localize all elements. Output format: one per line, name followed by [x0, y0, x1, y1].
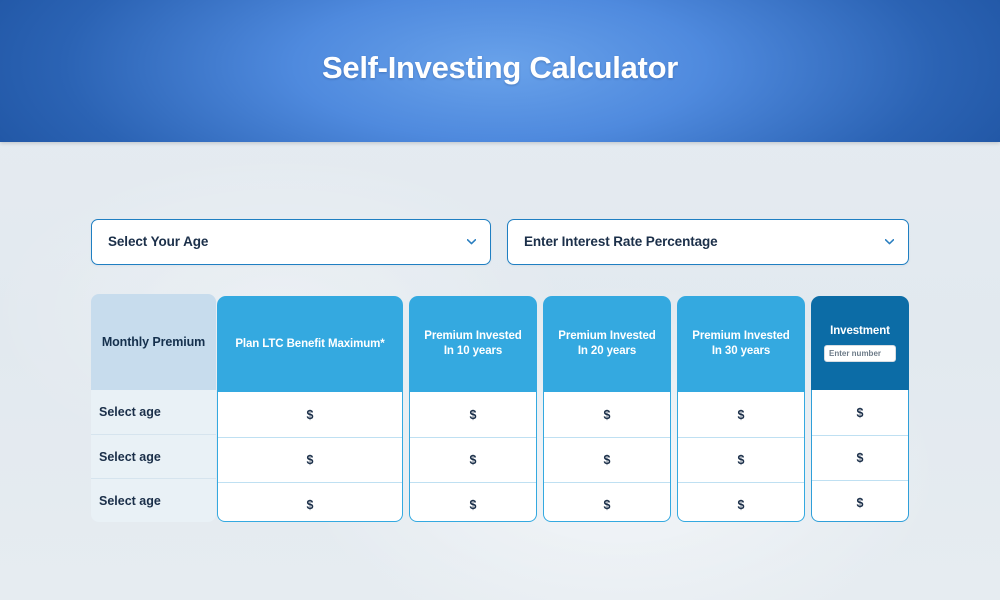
table-cell: $: [218, 437, 402, 482]
header-line-2: In 30 years: [711, 345, 771, 357]
column-body-premium-invested-30-years: $ $ $: [677, 392, 805, 522]
header-line-1: Premium Invested: [692, 330, 790, 342]
controls-row: Select Your Age Enter Interest Rate Perc…: [91, 219, 909, 265]
table-cell: $: [812, 435, 908, 480]
header-banner: Self-Investing Calculator: [0, 0, 1000, 142]
table-cell: $: [544, 437, 670, 482]
column-premium-invested-30-years: Premium Invested In 30 years $ $ $: [677, 294, 805, 522]
table-row[interactable]: Select age: [91, 478, 216, 522]
table-cell: $: [856, 405, 864, 420]
table-cell: $: [544, 482, 670, 521]
interest-rate-select[interactable]: Enter Interest Rate Percentage: [507, 219, 909, 265]
table-cell: $: [306, 407, 314, 422]
table-cell: $: [469, 407, 477, 422]
table-cell: $: [410, 482, 536, 521]
column-premium-invested-10-years: Premium Invested In 10 years $ $ $: [409, 294, 537, 522]
column-plan-ltc-benefit-maximum: Plan LTC Benefit Maximum* $ $ $: [217, 294, 403, 522]
column-body-plan-ltc-benefit-maximum: $ $ $: [217, 392, 403, 522]
chevron-down-icon[interactable]: [467, 239, 476, 245]
header-line-2: In 10 years: [443, 345, 503, 357]
column-body-premium-invested-10-years: $ $ $: [409, 392, 537, 522]
column-header-premium-invested-30-years: Premium Invested In 30 years: [677, 296, 805, 392]
page-title: Self-Investing Calculator: [322, 50, 678, 85]
results-table: Monthly Premium Select age Select age Se…: [91, 294, 909, 522]
table-cell: $: [603, 407, 611, 422]
table-cell: $: [678, 482, 804, 521]
column-body-monthly-premium: Select age Select age Select age: [91, 390, 216, 522]
age-select[interactable]: Select Your Age: [91, 219, 491, 265]
chevron-down-icon[interactable]: [885, 239, 894, 245]
table-cell: $: [218, 482, 402, 521]
column-body-premium-invested-20-years: $ $ $: [543, 392, 671, 522]
column-premium-invested-20-years: Premium Invested In 20 years $ $ $: [543, 294, 671, 522]
column-monthly-premium: Monthly Premium Select age Select age Se…: [91, 294, 216, 522]
column-body-investment: $ $ $: [811, 390, 909, 522]
column-header-premium-invested-20-years: Premium Invested In 20 years: [543, 296, 671, 392]
table-cell: $: [812, 480, 908, 521]
column-header-premium-invested-10-years: Premium Invested In 10 years: [409, 296, 537, 392]
investment-input[interactable]: [824, 345, 896, 362]
table-cell: $: [678, 437, 804, 482]
table-row[interactable]: Select age: [91, 434, 216, 478]
column-investment: Investment $ $ $: [811, 294, 909, 522]
table-row[interactable]: Select age: [99, 405, 161, 419]
column-header-monthly-premium: Monthly Premium: [91, 294, 216, 390]
header-line-1: Premium Invested: [424, 330, 522, 342]
column-header-plan-ltc-benefit-maximum: Plan LTC Benefit Maximum*: [217, 296, 403, 392]
age-select-label: Select Your Age: [108, 234, 209, 249]
table-cell: $: [410, 437, 536, 482]
interest-rate-select-label: Enter Interest Rate Percentage: [524, 234, 718, 249]
table-cell: $: [737, 407, 745, 422]
header-line-2: In 20 years: [577, 345, 637, 357]
column-header-investment: Investment: [811, 296, 909, 390]
column-header-investment-label: Investment: [830, 325, 890, 337]
header-line-1: Premium Invested: [558, 330, 656, 342]
